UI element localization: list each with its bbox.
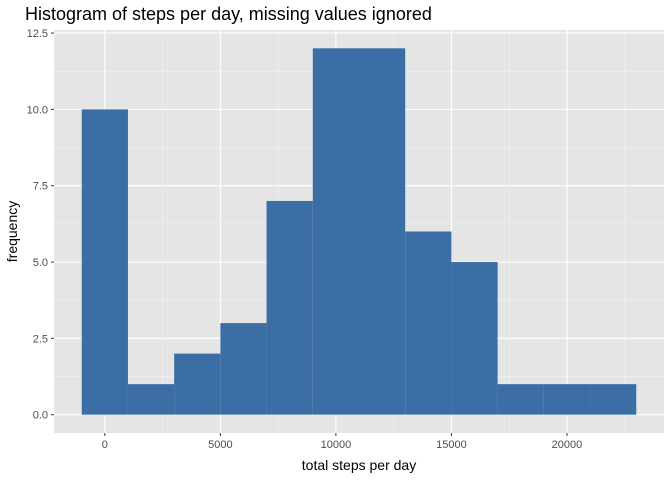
x-axis-title: total steps per day (302, 457, 416, 473)
y-tick-label: 7.5 (33, 181, 48, 193)
x-tick-label: 5000 (208, 439, 232, 451)
x-tick-label: 0 (102, 439, 108, 451)
y-axis-title: frequency (4, 201, 20, 262)
y-axis-ticks: 0.0 2.5 5.0 7.5 10.0 12.5 (27, 28, 54, 422)
y-tick-label: 12.5 (27, 28, 48, 40)
y-tick-label: 2.5 (33, 333, 48, 345)
histogram-bar-6 (359, 48, 406, 415)
histogram-bar-4 (266, 200, 313, 415)
y-tick-label: 5.0 (33, 257, 48, 269)
x-axis-ticks: 0 5000 10000 15000 20000 (102, 433, 582, 451)
histogram-bar-11 (590, 384, 637, 415)
histogram-bar-5 (312, 48, 359, 415)
histogram-bar-9 (497, 384, 544, 415)
x-tick-label: 20000 (552, 439, 583, 451)
chart-title: Histogram of steps per day, missing valu… (25, 4, 432, 24)
x-tick-label: 10000 (321, 439, 352, 451)
histogram-bar-3 (220, 323, 267, 415)
x-tick-label: 15000 (436, 439, 467, 451)
histogram-bar-10 (543, 384, 591, 415)
y-tick-label: 10.0 (27, 104, 48, 116)
histogram-bar-0 (81, 109, 128, 415)
histogram-bar-1 (127, 384, 175, 415)
y-tick-label: 0.0 (33, 410, 48, 422)
histogram-bar-7 (405, 231, 452, 415)
histogram-bar-8 (451, 262, 498, 415)
histogram-bar-2 (174, 353, 221, 415)
histogram-bars (81, 48, 637, 415)
